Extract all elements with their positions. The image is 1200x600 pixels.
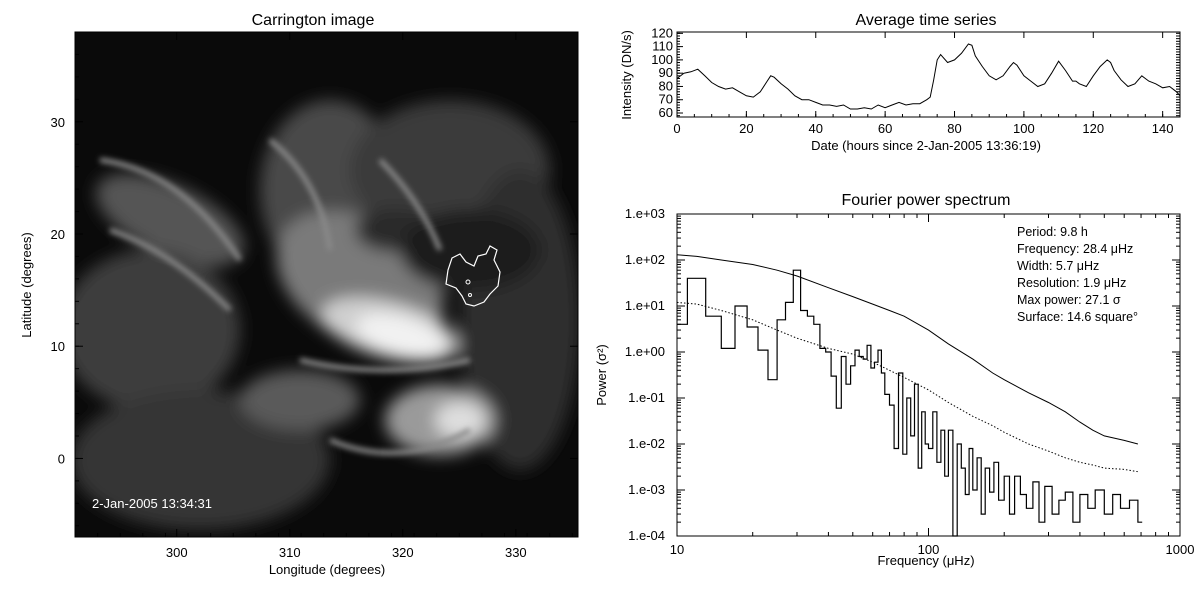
info-max-power: Max power: 27.1 σ [1017, 293, 1121, 307]
ps-y-tick-label-1: 1.e-03 [628, 482, 665, 497]
power-spectrum-title: Fourier power spectrum [842, 192, 1011, 209]
ts-x-tick-label-1: 20 [739, 121, 753, 136]
ps-y-tick-label-4: 1.e+00 [625, 344, 665, 359]
ts-x-tick-label-6: 120 [1082, 121, 1104, 136]
time-series-frame [676, 31, 1181, 118]
power-spectrum-x-ticks: 10 100 1000 [670, 214, 1195, 557]
ps-y-tick-label-0: 1.e-04 [628, 528, 665, 543]
power-spectrum-x-label: Frequency (μHz) [877, 553, 974, 568]
power-spectrum-confidence-line [676, 254, 1139, 445]
ts-y-tick-label-0: 60 [659, 105, 673, 120]
x-tick-label-1: 310 [279, 545, 301, 560]
carrington-image-panel: Carrington image [19, 12, 579, 577]
carrington-title: Carrington image [252, 12, 375, 29]
emission-regions [75, 100, 578, 530]
ts-x-tick-label-7: 140 [1152, 121, 1174, 136]
image-timestamp: 2-Jan-2005 13:34:31 [92, 496, 212, 511]
ts-y-tick-label-2: 80 [659, 78, 673, 93]
image-frame [74, 31, 579, 538]
power-spectrum-y-ticks: 1.e-04 1.e-03 1.e-02 1.e-01 1.e+00 1.e+01 1.e+… [625, 206, 1180, 543]
info-width: Width: 5.7 μHz [1017, 259, 1099, 273]
ts-x-tick-label-0: 0 [673, 121, 680, 136]
ts-x-tick-label-2: 40 [809, 121, 823, 136]
ps-x-tick-label-0: 10 [670, 542, 684, 557]
y-tick-label-1: 10 [51, 339, 65, 354]
ps-y-tick-label-6: 1.e+02 [625, 252, 665, 267]
info-surface: Surface: 14.6 square° [1017, 310, 1138, 324]
carrington-y-ticks: 0 10 20 30 [51, 53, 578, 527]
info-frequency: Frequency: 28.4 μHz [1017, 242, 1133, 256]
time-series-x-ticks: 0 20 40 60 80 100 120 140 [673, 32, 1181, 136]
time-series-title: Average time series [855, 12, 996, 29]
time-series-panel: Average time series 0 20 40 60 80 100 120 140 6… [619, 12, 1181, 153]
carrington-y-label: Latitude (degrees) [19, 232, 34, 338]
time-series-x-label: Date (hours since 2-Jan-2005 13:36:19) [811, 138, 1041, 153]
ts-x-tick-label-4: 80 [947, 121, 961, 136]
loop-structures [99, 138, 472, 456]
time-series-y-label: Intensity (DN/s) [619, 30, 634, 120]
ts-y-tick-label-4: 100 [651, 52, 673, 67]
ps-x-tick-label-2: 1000 [1166, 542, 1195, 557]
ps-x-tick-label-1: 100 [918, 542, 940, 557]
y-tick-label-2: 20 [51, 227, 65, 242]
ts-y-tick-label-6: 120 [651, 25, 673, 40]
x-tick-label-3: 330 [505, 545, 527, 560]
power-spectrum-panel: Fourier power spectrum 10 100 1000 1.e-041… [594, 192, 1194, 568]
ps-y-tick-label-7: 1.e+03 [625, 206, 665, 221]
carrington-x-ticks: 300 310 320 330 [74, 32, 573, 560]
ts-y-tick-label-5: 110 [652, 39, 673, 54]
ps-y-tick-label-5: 1.e+01 [625, 298, 665, 313]
ts-y-tick-label-3: 90 [659, 65, 673, 80]
carrington-x-label: Longitude (degrees) [269, 562, 385, 577]
ps-y-tick-label-3: 1.e-01 [628, 390, 665, 405]
ts-y-tick-label-1: 70 [659, 92, 673, 107]
x-tick-label-2: 320 [392, 545, 414, 560]
power-spectrum-y-label: Power (σ²) [594, 344, 609, 405]
ps-y-tick-label-2: 1.e-02 [628, 436, 665, 451]
ts-x-tick-label-5: 100 [1013, 121, 1035, 136]
y-tick-label-0: 0 [58, 451, 65, 466]
info-resolution: Resolution: 1.9 μHz [1017, 276, 1126, 290]
info-period: Period: 9.8 h [1017, 225, 1088, 239]
time-series-line [676, 43, 1181, 110]
y-tick-label-3: 30 [51, 115, 65, 130]
power-spectrum-steps [677, 269, 1143, 537]
power-spectrum-background-fit [676, 301, 1138, 473]
x-tick-label-0: 300 [166, 545, 188, 560]
ts-x-tick-label-3: 60 [878, 121, 892, 136]
spectrum-info: Period: 9.8 h Frequency: 28.4 μHz Width:… [1017, 225, 1138, 324]
region-contour [445, 245, 501, 307]
solar-image [75, 32, 578, 537]
power-spectrum-frame [676, 213, 1181, 537]
